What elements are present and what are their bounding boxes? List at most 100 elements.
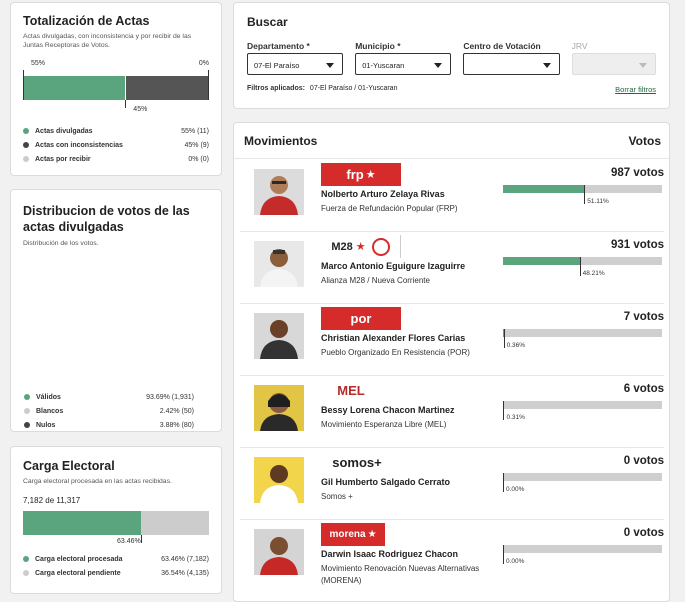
- party-logo: MEL: [321, 379, 381, 402]
- vote-bar: [503, 401, 662, 409]
- legend-value: 36.54% (4,135): [161, 569, 209, 577]
- vote-bar: [503, 473, 662, 481]
- legend-label: Actas divulgadas: [35, 127, 93, 135]
- star-icon: ★: [355, 241, 366, 253]
- candidate-photo: [254, 313, 304, 359]
- carga-pct: 63.46%: [117, 538, 141, 545]
- candidate-name: Nolberto Arturo Zelaya Rivas: [321, 189, 445, 199]
- party-logo: frp ★: [321, 163, 401, 186]
- actas-bar: [23, 70, 209, 100]
- party-logo-text: somos+: [332, 455, 382, 470]
- party-logo: por: [321, 307, 401, 330]
- legend-dot: [23, 570, 29, 576]
- vote-count: 6 votos: [623, 383, 664, 395]
- party-logo-text: MEL: [337, 383, 365, 398]
- candidate-name: Bessy Lorena Chacon Martinez: [321, 405, 455, 415]
- filter-jrv: JRV: [571, 41, 657, 75]
- candidate-row: M28 ★ Marco Antonio Eguigure Izaguirre Al…: [240, 232, 664, 304]
- carga-title: Carga Electoral: [23, 459, 115, 473]
- vote-pct: 0.31%: [506, 414, 525, 421]
- actas-bar-divider: [125, 76, 127, 100]
- actas-tick-end: [208, 70, 209, 100]
- buscar-title: Buscar: [247, 15, 288, 29]
- vote-count: 0 votos: [623, 527, 664, 539]
- select-value: 07-El Paraíso: [254, 61, 300, 70]
- vote-count: 7 votos: [623, 311, 664, 323]
- legend-value: 45% (9): [184, 141, 209, 149]
- vote-bar-tick: [503, 473, 504, 492]
- vote-bar-fill: [503, 329, 504, 337]
- candidate-row: frp ★ Nolberto Arturo Zelaya Rivas Fuerza…: [240, 160, 664, 232]
- filter-label: Centro de Votación: [463, 41, 541, 51]
- movimientos-card: Movimientos Votos frp ★ Nolberto Arturo Z…: [233, 122, 670, 602]
- candidate-photo: [254, 241, 304, 287]
- legend-item: Actas con inconsistencias 45% (9): [23, 138, 209, 152]
- filter-label: JRV: [571, 41, 588, 51]
- buscar-card: Buscar Departamento * 07-El Paraíso Muni…: [233, 2, 670, 109]
- vote-bar-tick: [584, 185, 586, 204]
- municipio-select[interactable]: 01-Yuscaran: [355, 53, 452, 75]
- applied-filters-label: Filtros aplicados:: [247, 85, 305, 92]
- vote-bar-tick: [579, 257, 581, 276]
- departamento-select[interactable]: 07-El Paraíso: [247, 53, 344, 75]
- actas-legend: Actas divulgadas 55% (11) Actas con inco…: [23, 124, 209, 166]
- legend-label: Carga electoral pendiente: [35, 569, 121, 577]
- vote-bar: [503, 329, 662, 337]
- legend-label: Actas por recibir: [35, 155, 91, 163]
- filter-departamento: Departamento * 07-El Paraíso: [247, 41, 344, 75]
- applied-filters-value: 07-El Paraíso / 01-Yuscaran: [309, 85, 398, 92]
- actas-pct-divulgadas: 55%: [31, 60, 46, 67]
- actas-subtitle: Actas divulgadas, con inconsistencia y p…: [23, 33, 192, 49]
- filter-municipio: Municipio * 01-Yuscaran: [355, 41, 452, 75]
- filter-label: Departamento *: [247, 41, 310, 51]
- legend-item: Nulos 3.88% (80): [24, 418, 194, 432]
- vote-pct: 0.36%: [506, 342, 525, 349]
- carga-legend: Carga electoral procesada 63.46% (7,182)…: [23, 552, 209, 580]
- legend-value: 3.88% (80): [159, 421, 194, 429]
- carga-bar: [23, 511, 209, 535]
- vote-bar-fill: [503, 185, 585, 193]
- party-name: Movimiento Renovación Nuevas Alternativa…: [321, 564, 480, 585]
- legend-label: Actas con inconsistencias: [35, 141, 123, 149]
- candidate-photo: [254, 457, 304, 503]
- party-logo: M28 ★: [321, 235, 401, 258]
- actas-bar-segment: [125, 76, 209, 100]
- party-name: Fuerza de Refundación Popular (FRP): [321, 204, 458, 213]
- carga-count: 7,182 de 11,317: [23, 496, 81, 505]
- select-value: 01-Yuscaran: [362, 61, 405, 70]
- centro-votacion-select[interactable]: [463, 53, 560, 75]
- jrv-select[interactable]: [571, 53, 657, 75]
- filter-label: Municipio *: [355, 41, 401, 51]
- actas-pct-inconsistencias: 45%: [133, 106, 148, 113]
- party-logo-text: frp: [346, 167, 364, 182]
- legend-value: 2.42% (50): [159, 407, 194, 415]
- vote-bar: [503, 545, 662, 553]
- vote-pct: 48.21%: [582, 270, 605, 277]
- actas-bar-segment: [23, 76, 126, 100]
- party-logo-text: por: [350, 311, 372, 326]
- party-logo: somos+: [321, 451, 393, 474]
- carga-bar-fill: [23, 511, 142, 535]
- legend-dot: [23, 128, 29, 134]
- party-name: Pueblo Organizado En Resistencia (POR): [321, 348, 470, 357]
- legend-label: Válidos: [36, 393, 61, 401]
- distribucion-subtitle: Distribución de los votos.: [23, 240, 99, 247]
- carga-tick: [141, 535, 143, 543]
- vote-bar-tick: [503, 329, 505, 348]
- party-logo-text: morena: [329, 529, 366, 540]
- vote-bar: [503, 185, 662, 193]
- movimientos-title: Movimientos: [244, 134, 318, 148]
- legend-value: 0% (0): [188, 155, 209, 163]
- candidate-name: Marco Antonio Eguigure Izaguirre: [321, 261, 466, 271]
- distribucion-card: Distribucion de votos de las actas divul…: [10, 189, 222, 432]
- legend-label: Blancos: [36, 407, 64, 415]
- clear-filters-link[interactable]: Borrar filtros: [615, 85, 656, 94]
- legend-value: 63.46% (7,182): [161, 555, 209, 563]
- actas-card: Totalización de Actas Actas divulgadas, …: [10, 2, 222, 176]
- nueva-corriente-logo-icon: [371, 237, 390, 256]
- legend-item: Blancos 2.42% (50): [24, 404, 194, 418]
- party-name: Movimiento Esperanza Libre (MEL): [321, 420, 447, 429]
- actas-pct-por-recibir: 0%: [198, 60, 209, 67]
- vote-bar-tick: [503, 545, 504, 564]
- legend-item: Actas por recibir 0% (0): [23, 152, 209, 166]
